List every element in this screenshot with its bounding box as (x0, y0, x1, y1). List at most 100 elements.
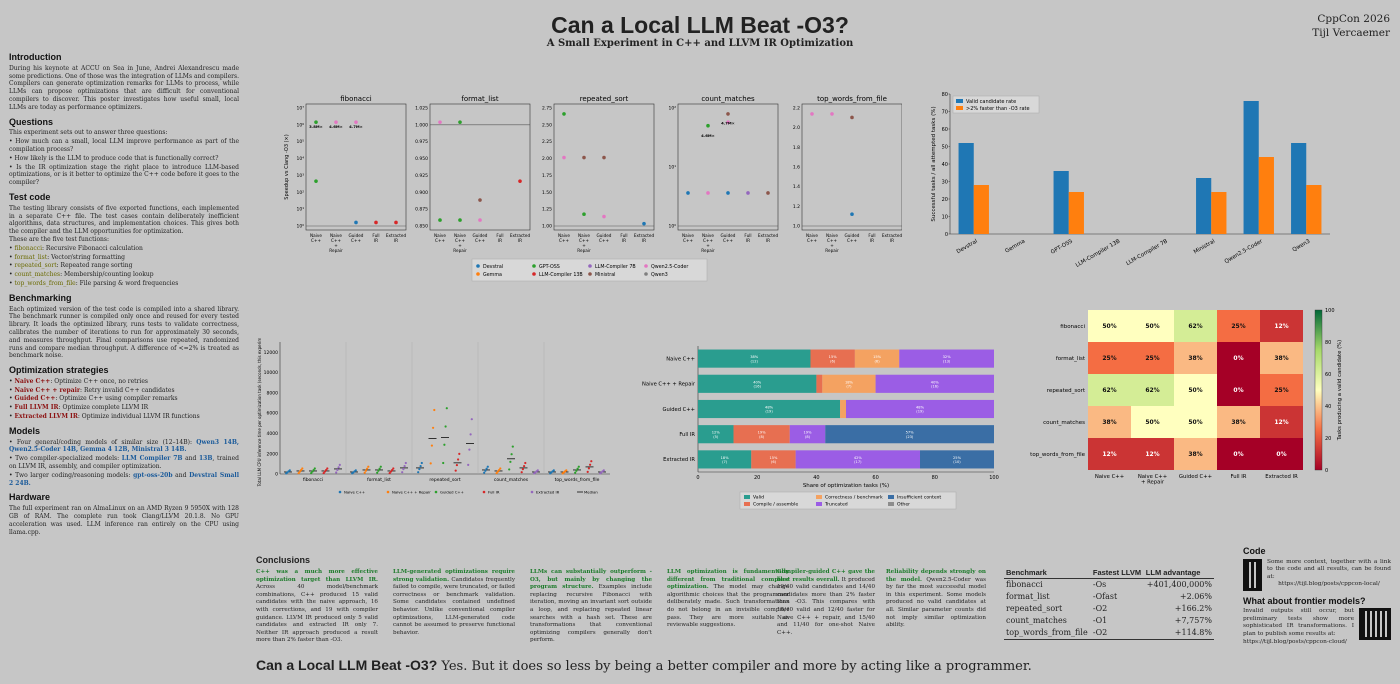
segment-label: (5) (713, 435, 719, 439)
data-point (509, 460, 512, 463)
frontier-heading: What about frontier models? (1243, 595, 1366, 606)
data-point (430, 444, 433, 447)
question-1: • How much can a small, local LLM improv… (9, 138, 239, 153)
heatmap-cell (1260, 374, 1303, 406)
strategy-desc: : Optimize C++ using compiler remarks (55, 395, 178, 403)
cell-label: 50% (1145, 419, 1159, 426)
y-tick-label: 6000 (267, 411, 279, 417)
data-point (354, 469, 357, 472)
conclusion-4: LLM optimization is fundamentally differ… (667, 569, 789, 630)
legend-swatch (888, 495, 894, 499)
fn-desc: : Membership/counting lookup (60, 271, 154, 279)
table-cell: -O2 (1092, 604, 1108, 613)
data-point (402, 468, 405, 471)
segment-label: (7) (846, 385, 852, 389)
legend-label: Qwen3 (651, 272, 668, 278)
code-text: Some more context, together with a link … (1266, 558, 1391, 580)
table-cell: fibonacci (1006, 580, 1043, 589)
data-point (391, 468, 394, 472)
y-tick-label: 10000 (264, 370, 278, 376)
bar-segment (899, 349, 994, 368)
inference-time-chart: Total LLM CPU inference time per optimiz… (257, 338, 610, 495)
model-name: 13B (199, 455, 213, 463)
y-tick-label: 10⁷ (296, 106, 304, 112)
y-tick-label: 1.000 (415, 122, 428, 128)
panel-title: fibonacci (340, 95, 372, 103)
x-tick-label: LLM-Compiler 7B (1125, 238, 1169, 267)
data-point (706, 123, 710, 128)
heatmap-cell (1174, 438, 1217, 470)
col-label: Naive C++ (1095, 474, 1124, 480)
data-point (419, 464, 422, 468)
x-tick-label: Naive (702, 233, 714, 238)
x-tick-label: Naive (454, 233, 466, 238)
panel-title: top_words_from_file (817, 95, 887, 103)
x-tick-label: Naive (826, 233, 838, 238)
question-2: • How likely is the LLM to produce code … (9, 154, 219, 162)
table-cell: +114.8% (1143, 627, 1214, 640)
data-point (438, 120, 442, 124)
data-point (483, 471, 486, 474)
strategy-2: • Naive C++ + repair: Retry invalid C++ … (9, 386, 175, 394)
bar (958, 143, 974, 234)
y-tick-label: 1.75 (542, 173, 552, 179)
data-point (298, 470, 301, 473)
bar-segment (840, 399, 846, 419)
table-row: top_words_from_file -O2 +114.8% (1004, 627, 1214, 640)
table-row: count_matches -O1 +7,757% (1004, 615, 1214, 627)
segment-label: 42% (854, 456, 863, 460)
bar-segment (698, 374, 817, 393)
row-label: top_words_from_file (1030, 452, 1085, 458)
models-3-text: • Two larger coding/reasoning models: (9, 471, 134, 479)
y-tick-label: 10⁶ (296, 122, 304, 128)
code-link[interactable]: https://tijl.blog/posts/cppcon-local/ (1278, 581, 1380, 588)
y-tick-label: 10² (296, 190, 304, 196)
panel-frame (801, 103, 902, 231)
data-point (392, 467, 395, 470)
frontier-link[interactable]: https://tijl.blog/posts/cppcon-cloud/ (1243, 638, 1347, 645)
cell-label: 25% (1274, 387, 1288, 394)
cell-label: 62% (1188, 323, 1202, 330)
data-point (590, 460, 593, 463)
author-name: Tijl Vercaemer (1312, 27, 1390, 39)
y-tick-label: 1.0 (793, 224, 800, 230)
x-tick-label: Repair (577, 248, 591, 253)
models-1: • Four general/coding models of similar … (9, 439, 239, 455)
qr-code-icon[interactable] (1243, 558, 1262, 591)
table-header: Benchmark Fastest LLVM LLM advantage (1004, 567, 1214, 579)
cell-label: 50% (1188, 419, 1202, 426)
questions-text: This experiment sets out to answer three… (9, 129, 168, 137)
table-cell: top_words_from_file (1004, 627, 1091, 640)
legend: Naive C++ Naive C++ + Repair Guided C++ Ful… (338, 490, 598, 495)
colorbar-tick: 40 (1325, 404, 1331, 410)
x-tick-label: Naive (434, 233, 446, 238)
bottom-line-lead: Can a Local LLM Beat -O3? (256, 657, 438, 673)
models-1-text: • Four general/coding models of similar … (9, 438, 197, 446)
data-point (498, 468, 501, 472)
table-row: format_list -Ofast +2.06% (1004, 591, 1214, 603)
data-point (536, 469, 539, 472)
data-point (576, 467, 579, 470)
strategy-3: • Guided C++: Optimize C++ using compile… (9, 395, 178, 403)
x-tick-label: Ministral (1193, 238, 1217, 255)
x-tick-label: Gemma (1004, 239, 1026, 255)
qr-code-icon[interactable] (1359, 608, 1391, 641)
segment-label: (10) (953, 460, 961, 464)
data-point (418, 468, 421, 471)
legend-label: Median (584, 490, 598, 495)
y-tick-label: 80 (942, 92, 948, 98)
x-tick-label: Naive (578, 233, 590, 238)
models-2-and: and (182, 455, 199, 463)
legend-label: Full IR (488, 490, 500, 495)
bar-segment (698, 349, 811, 368)
data-point (366, 467, 369, 470)
speedup-panel: format_list 1.025 1.000 0.975 0.950 0.925 0.90… (415, 95, 530, 253)
y-tick-label: 1.00 (542, 224, 552, 230)
heatmap-cell (1260, 438, 1303, 470)
y-tick-label: 8000 (267, 390, 279, 396)
fn-name: fibonacci (14, 244, 42, 252)
cell-label: 12% (1274, 419, 1288, 426)
bar-segment (698, 425, 734, 444)
x-tick-label: 60 (872, 475, 878, 481)
data-point (457, 458, 460, 461)
